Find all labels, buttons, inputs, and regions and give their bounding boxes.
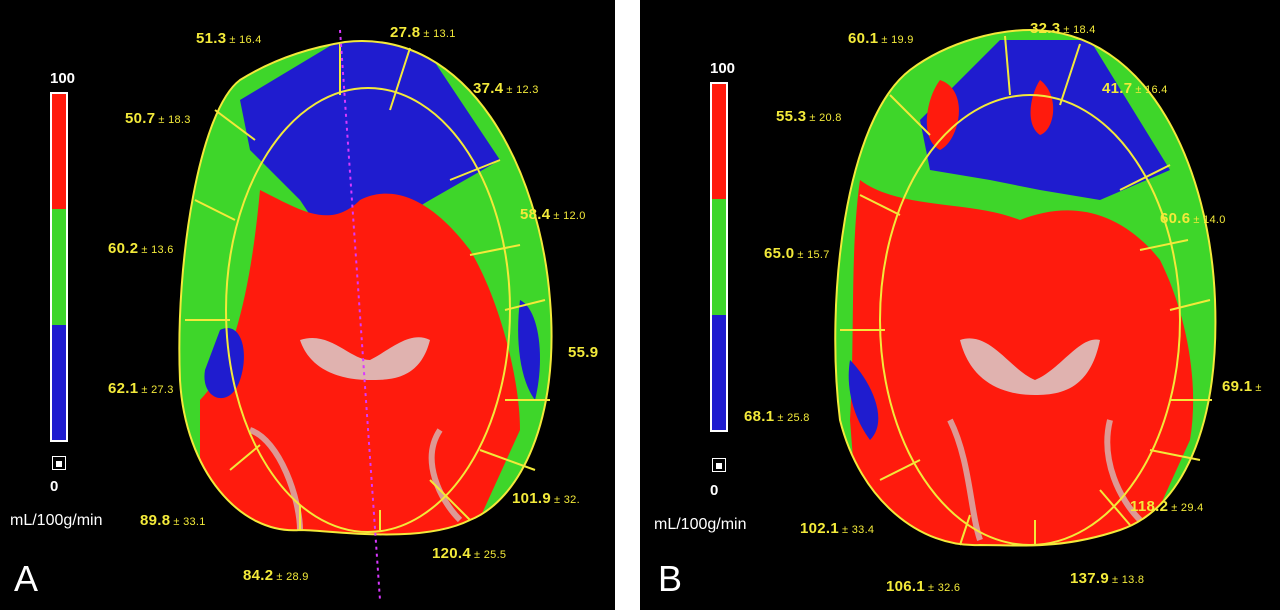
scale-segment-low — [52, 324, 66, 440]
brain-perfusion-map — [834, 28, 1217, 547]
panel-letter: B — [658, 558, 683, 599]
perfusion-panel-b: 100 0 mL/100g/min B 60.1 ± 19.9 32.3 ± 18.… — [640, 0, 1280, 610]
roi-label: 118.2 ± 29.4 — [1130, 498, 1204, 515]
roi-label: 55.9 — [568, 344, 599, 361]
roi-label: 101.9 ± 32. — [512, 490, 580, 507]
scale-segment-mid — [712, 199, 726, 315]
roi-label: 137.9 ± 13.8 — [1070, 570, 1145, 587]
roi-label: 65.0 ± 15.7 — [764, 245, 830, 262]
roi-label: 106.1 ± 32.6 — [886, 578, 961, 595]
roi-label: 32.3 ± 18.4 — [1030, 20, 1096, 37]
scale-segment-high — [712, 84, 726, 200]
roi-label: 60.2 ± 13.6 — [108, 240, 174, 257]
color-scale-bar — [710, 82, 728, 432]
roi-label: 62.1 ± 27.3 — [108, 380, 174, 397]
roi-label: 60.1 ± 19.9 — [848, 30, 914, 47]
scale-handle-icon — [712, 458, 726, 472]
brain-perfusion-map — [178, 29, 553, 601]
midline-marker — [339, 29, 381, 601]
perfusion-panel-a: 100 0 mL/100g/min A 51.3 ± 16.4 27.8 ± 13.… — [0, 0, 615, 610]
scale-unit-label: mL/100g/min — [654, 516, 747, 533]
roi-label: 68.1 ± 25.8 — [744, 408, 810, 425]
roi-label: 84.2 ± 28.9 — [243, 567, 309, 584]
color-scale-bar — [50, 92, 68, 442]
roi-label: 27.8 ± 13.1 — [390, 24, 456, 41]
scale-segment-mid — [52, 209, 66, 325]
roi-label: 51.3 ± 16.4 — [196, 30, 262, 47]
roi-label: 120.4 ± 25.5 — [432, 545, 507, 562]
scale-unit-label: mL/100g/min — [10, 512, 103, 529]
roi-label: 60.6 ± 14.0 — [1160, 210, 1226, 227]
roi-label: 89.8 ± 33.1 — [140, 512, 206, 529]
scale-max-label: 100 — [50, 70, 76, 87]
roi-label: 69.1 ± — [1222, 378, 1262, 395]
panel-letter: A — [14, 558, 39, 599]
scale-segment-low — [712, 314, 726, 430]
scale-min-label: 0 — [50, 478, 59, 495]
scale-min-label: 0 — [710, 482, 719, 499]
scale-max-label: 100 — [710, 60, 736, 77]
roi-label: 58.4 ± 12.0 — [520, 206, 586, 223]
roi-label: 37.4 ± 12.3 — [473, 80, 539, 97]
roi-label: 41.7 ± 16.4 — [1102, 80, 1168, 97]
scale-segment-high — [52, 94, 66, 210]
roi-label: 50.7 ± 18.3 — [125, 110, 191, 127]
scale-handle-icon — [52, 456, 66, 470]
roi-label: 55.3 ± 20.8 — [776, 108, 842, 125]
roi-label: 102.1 ± 33.4 — [800, 520, 875, 537]
